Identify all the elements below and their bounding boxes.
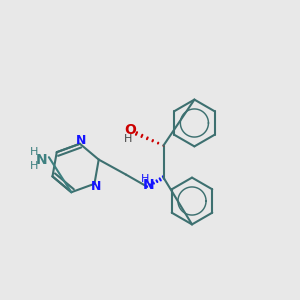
Text: H: H <box>141 174 150 184</box>
Text: N: N <box>91 180 101 193</box>
Text: H: H <box>30 160 38 171</box>
Text: H: H <box>124 134 132 144</box>
Text: H: H <box>30 147 38 157</box>
Text: O: O <box>124 123 136 137</box>
Text: N: N <box>76 134 87 147</box>
Text: N: N <box>36 153 47 166</box>
Text: N: N <box>143 178 154 192</box>
